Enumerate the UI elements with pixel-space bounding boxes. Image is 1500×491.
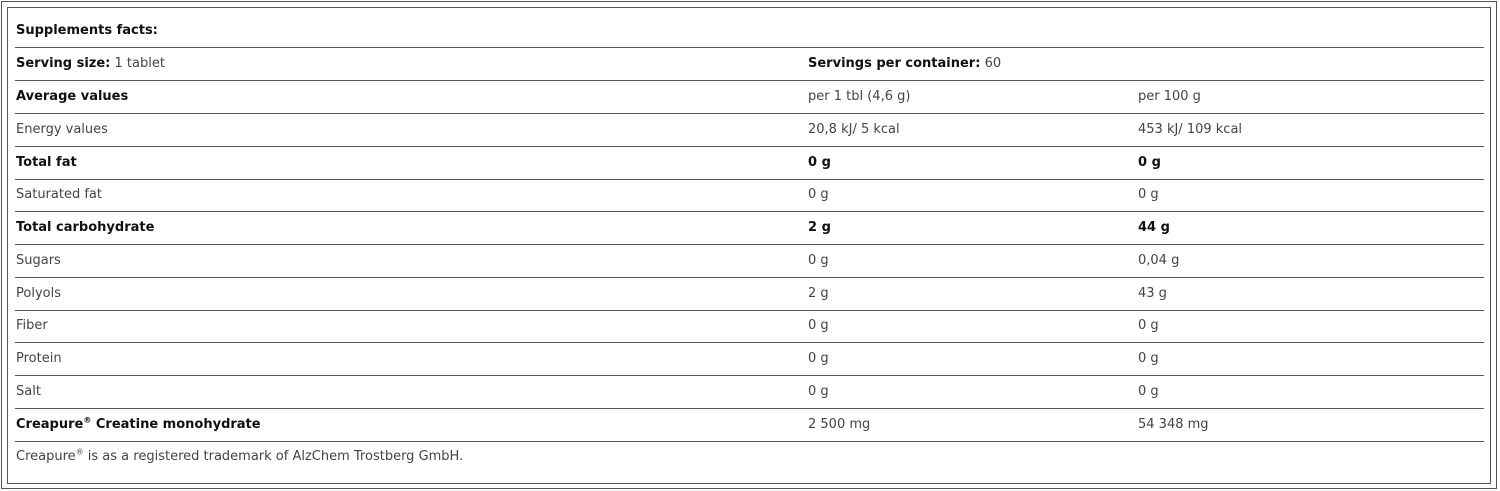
per-tablet-value: 0 g bbox=[808, 252, 829, 268]
nutrient-name: Total carbohydrate bbox=[16, 220, 155, 235]
table-row: Fiber 0 g 0 g bbox=[15, 310, 1484, 344]
per-100g-value: 0,04 g bbox=[1138, 252, 1180, 268]
per-tablet-value: 0 g bbox=[808, 187, 829, 203]
table-row: Sugars 0 g 0,04 g bbox=[15, 245, 1484, 278]
table-row: Protein 0 g 0 g bbox=[15, 343, 1484, 376]
table-row: Energy values 20,8 kJ/ 5 kcal 453 kJ/ 10… bbox=[15, 114, 1484, 147]
title-row: Supplements facts: bbox=[15, 15, 1484, 48]
footnote-row: Creapure® is as a registered trademark o… bbox=[15, 441, 1484, 473]
table-row: Total carbohydrate 2 g 44 g bbox=[15, 212, 1484, 245]
per-100g-value: 0 g bbox=[1138, 351, 1159, 366]
per-100g-value: 0 g bbox=[1138, 318, 1159, 334]
nutrient-name: Total fat bbox=[16, 154, 77, 170]
per-100g-value: 453 kJ/ 109 kcal bbox=[1138, 121, 1243, 137]
table-row: Salt 0 g 0 g bbox=[15, 376, 1484, 409]
servings-label: Servings per container: bbox=[808, 56, 981, 71]
table-row: Polyols 2 g 43 g bbox=[15, 278, 1484, 311]
nutrient-name: Polyols bbox=[16, 285, 61, 301]
per-tablet-header: per 1 tbl (4,6 g) bbox=[808, 89, 911, 104]
table-row: Saturated fat 0 g 0 g bbox=[15, 179, 1484, 213]
serving-size-value: 1 tablet bbox=[114, 56, 165, 71]
per-tablet-value: 2 g bbox=[808, 285, 829, 301]
average-values-header: Average values bbox=[16, 89, 129, 104]
creatine-per-100g: 54 348 mg bbox=[1138, 416, 1209, 432]
per-tablet-value: 0 g bbox=[808, 154, 831, 170]
table-row: Total fat 0 g 0 g bbox=[15, 147, 1484, 180]
per-tablet-value: 0 g bbox=[808, 351, 829, 366]
per-tablet-value: 0 g bbox=[808, 383, 829, 399]
table-title: Supplements facts: bbox=[16, 23, 158, 38]
nutrient-name: Salt bbox=[16, 383, 41, 399]
servings-per-container: Servings per container: 60 bbox=[808, 48, 1001, 80]
per-tablet-value: 20,8 kJ/ 5 kcal bbox=[808, 121, 900, 137]
creatine-per-tablet: 2 500 mg bbox=[808, 416, 871, 432]
servings-value: 60 bbox=[984, 56, 1002, 71]
serving-size: Serving size: 1 tablet bbox=[16, 48, 165, 80]
header-row: Average values per 1 tbl (4,6 g) per 100… bbox=[15, 81, 1484, 114]
creatine-row: Creapure® Creatine monohydrate 2 500 mg … bbox=[15, 409, 1484, 442]
per-tablet-value: 2 g bbox=[808, 220, 831, 235]
nutrient-name: Protein bbox=[16, 351, 62, 366]
nutrient-name: Fiber bbox=[16, 318, 48, 334]
nutrient-name: Saturated fat bbox=[16, 187, 102, 203]
per-100g-value: 0 g bbox=[1138, 154, 1161, 170]
per-100g-value: 0 g bbox=[1138, 187, 1159, 203]
creatine-label: Creapure® Creatine monohydrate bbox=[16, 415, 261, 432]
serving-size-label: Serving size: bbox=[16, 56, 111, 71]
nutrient-name: Sugars bbox=[16, 252, 61, 268]
per-100g-value: 44 g bbox=[1138, 220, 1170, 235]
inner-frame bbox=[7, 7, 1491, 484]
per-100g-value: 0 g bbox=[1138, 383, 1159, 399]
per-tablet-value: 0 g bbox=[808, 318, 829, 334]
serving-row: Serving size: 1 tablet Servings per cont… bbox=[15, 48, 1484, 81]
nutrient-name: Energy values bbox=[16, 121, 108, 137]
per-100g-value: 43 g bbox=[1138, 285, 1167, 301]
per-100g-header: per 100 g bbox=[1138, 89, 1201, 104]
footnote: Creapure® is as a registered trademark o… bbox=[16, 447, 464, 465]
